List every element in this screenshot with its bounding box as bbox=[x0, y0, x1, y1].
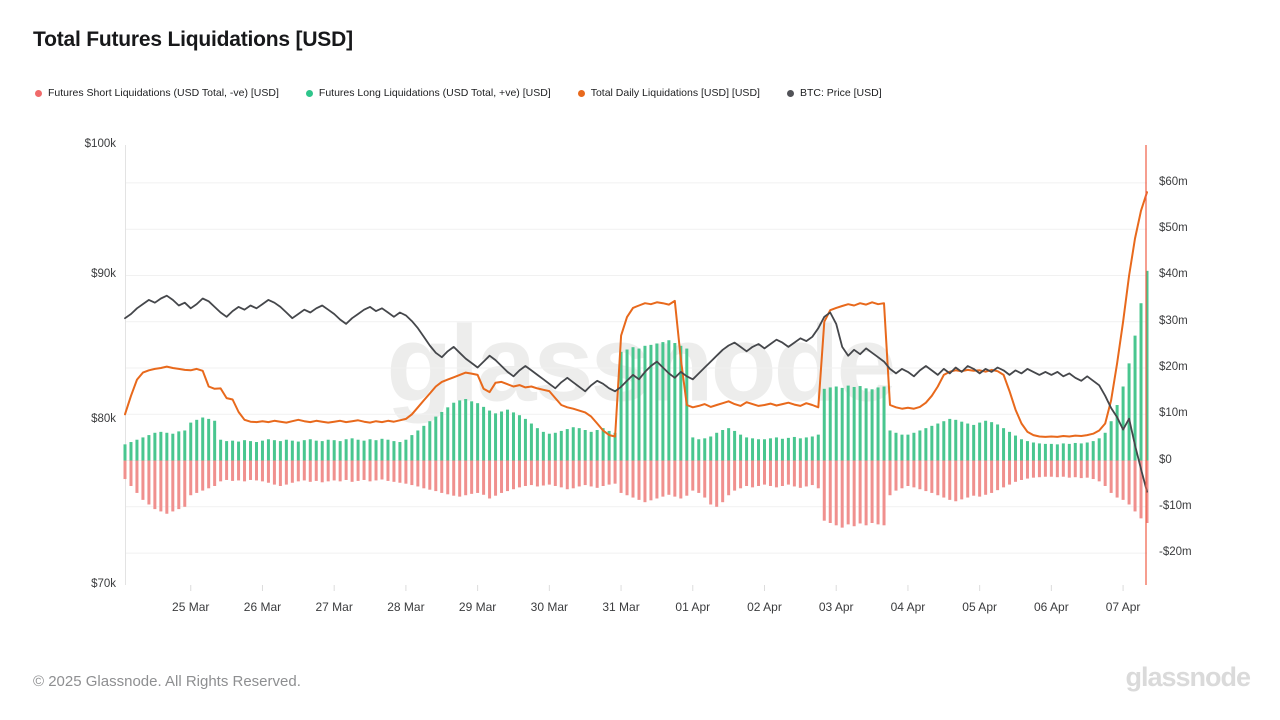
legend-item-2[interactable]: Total Daily Liquidations [USD] [USD] bbox=[577, 87, 760, 99]
x-axis-tick-label: 02 Apr bbox=[747, 600, 782, 614]
x-axis-tick-label: 05 Apr bbox=[962, 600, 997, 614]
legend-item-label: Futures Short Liquidations (USD Total, -… bbox=[48, 87, 279, 99]
x-axis-ticks bbox=[190, 585, 1124, 591]
chart-legend: Futures Short Liquidations (USD Total, -… bbox=[35, 87, 882, 99]
left-axis-tick-label: $70k bbox=[91, 578, 116, 590]
legend-item-0[interactable]: Futures Short Liquidations (USD Total, -… bbox=[35, 87, 279, 99]
legend-item-3[interactable]: BTC: Price [USD] bbox=[786, 87, 882, 99]
right-axis-tick-label: $10m bbox=[1159, 407, 1188, 420]
x-axis-tick-label: 26 Mar bbox=[243, 600, 282, 614]
short-liquidations-bars bbox=[123, 460, 1149, 528]
btc-price-line bbox=[124, 294, 1148, 493]
right-axis-tick-label: $30m bbox=[1159, 314, 1188, 327]
x-axis-tick-label: 07 Apr bbox=[1105, 600, 1141, 614]
legend-dot-icon bbox=[577, 89, 585, 97]
legend-item-label: Total Daily Liquidations [USD] [USD] bbox=[590, 87, 760, 99]
legend-dot-icon bbox=[305, 89, 313, 97]
right-axis-tick-label: $60m bbox=[1159, 175, 1188, 188]
long-liquidations-bars bbox=[123, 270, 1149, 461]
legend-item-label: Futures Long Liquidations (USD Total, +v… bbox=[318, 87, 551, 99]
copyright-text: © 2025 Glassnode. All Rights Reserved. bbox=[33, 673, 301, 690]
glassnode-logo: glassnode bbox=[1125, 662, 1251, 692]
right-axis-tick-label: -$10m bbox=[1159, 499, 1192, 512]
x-axis-tick-label: 25 Mar bbox=[172, 600, 210, 614]
right-axis-tick-label: $0 bbox=[1159, 453, 1172, 466]
x-axis-tick-label: 27 Mar bbox=[315, 600, 353, 614]
page-title: Total Futures Liquidations [USD] bbox=[33, 28, 353, 51]
right-axis-tick-label: $50m bbox=[1159, 222, 1188, 235]
legend-dot-icon bbox=[35, 89, 42, 97]
liquidations-price-chart[interactable] bbox=[123, 145, 1149, 592]
x-axis-tick-label: 01 Apr bbox=[675, 600, 711, 614]
x-axis-tick-label: 04 Apr bbox=[890, 600, 926, 614]
left-axis-tick-label: $80k bbox=[91, 413, 116, 426]
x-axis-tick-label: 29 Mar bbox=[458, 600, 497, 614]
left-axis-tick-label: $100k bbox=[84, 138, 116, 150]
left-axis-tick-label: $90k bbox=[91, 267, 116, 280]
legend-dot-icon bbox=[786, 89, 794, 97]
x-axis-tick-label: 03 Apr bbox=[818, 600, 854, 614]
x-axis-tick-label: 30 Mar bbox=[530, 600, 569, 614]
legend-item-1[interactable]: Futures Long Liquidations (USD Total, +v… bbox=[305, 87, 551, 99]
legend-item-label: BTC: Price [USD] bbox=[799, 87, 882, 99]
x-axis-tick-label: 31 Mar bbox=[602, 600, 640, 614]
right-axis-tick-label: $20m bbox=[1159, 361, 1188, 373]
right-axis-tick-label: -$20m bbox=[1159, 546, 1192, 559]
right-axis-tick-label: $40m bbox=[1159, 268, 1188, 281]
x-axis-tick-label: 28 Mar bbox=[387, 600, 425, 614]
x-axis-tick-label: 06 Apr bbox=[1034, 600, 1069, 614]
gridlines bbox=[125, 182, 1147, 554]
